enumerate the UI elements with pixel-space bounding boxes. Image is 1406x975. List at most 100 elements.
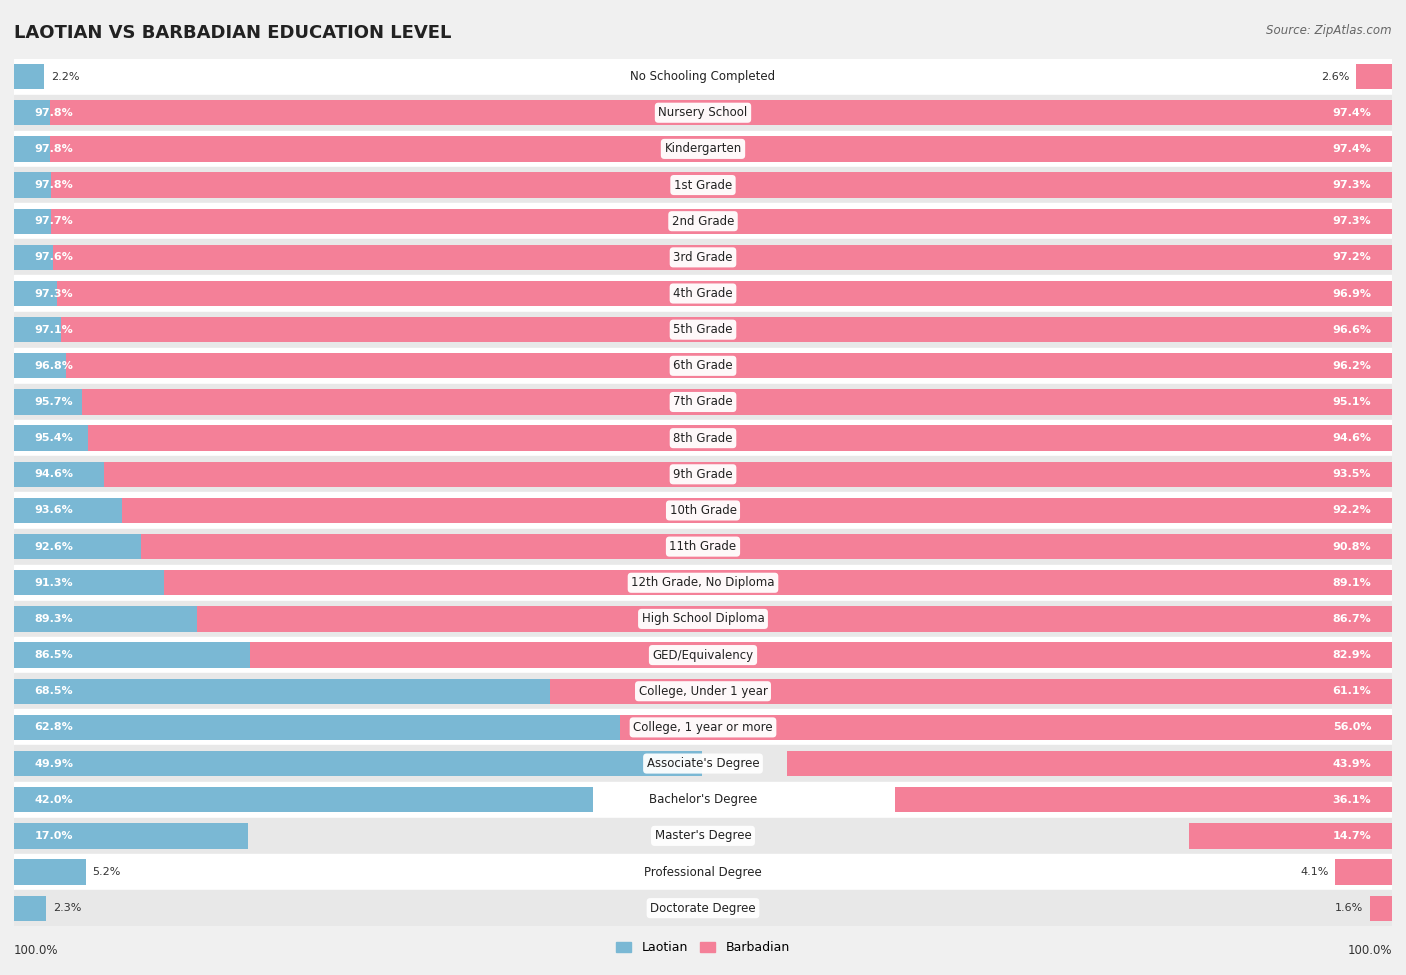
Text: 1st Grade: 1st Grade xyxy=(673,178,733,191)
Text: Nursery School: Nursery School xyxy=(658,106,748,119)
Bar xyxy=(14,317,1353,342)
Text: 91.3%: 91.3% xyxy=(35,578,73,588)
Bar xyxy=(51,209,1392,234)
Bar xyxy=(14,348,1392,384)
Bar xyxy=(250,643,1392,668)
Bar xyxy=(52,245,1392,270)
Text: 95.4%: 95.4% xyxy=(35,433,73,444)
Bar xyxy=(14,565,1392,601)
Bar xyxy=(14,570,1272,596)
Text: Master's Degree: Master's Degree xyxy=(655,830,751,842)
Text: 9th Grade: 9th Grade xyxy=(673,468,733,481)
Bar xyxy=(14,245,1358,270)
Text: 17.0%: 17.0% xyxy=(35,831,73,840)
Bar xyxy=(14,353,1348,378)
Bar xyxy=(14,601,1392,637)
Bar xyxy=(14,64,45,90)
Bar xyxy=(14,100,1361,126)
Text: 86.7%: 86.7% xyxy=(1333,614,1371,624)
Text: 95.1%: 95.1% xyxy=(1333,397,1371,407)
Text: 8th Grade: 8th Grade xyxy=(673,432,733,445)
Bar xyxy=(14,751,702,776)
Text: Source: ZipAtlas.com: Source: ZipAtlas.com xyxy=(1267,24,1392,37)
Text: 68.5%: 68.5% xyxy=(35,686,73,696)
Bar xyxy=(121,498,1392,524)
Text: 97.4%: 97.4% xyxy=(1333,144,1371,154)
Bar xyxy=(14,643,1206,668)
Bar xyxy=(14,384,1392,420)
Text: 97.8%: 97.8% xyxy=(35,144,73,154)
Bar xyxy=(14,275,1392,312)
Text: 97.8%: 97.8% xyxy=(35,180,73,190)
Bar xyxy=(49,100,1392,126)
Bar xyxy=(14,823,249,848)
Bar xyxy=(14,498,1303,524)
Text: 90.8%: 90.8% xyxy=(1333,541,1371,552)
Bar xyxy=(1369,895,1392,920)
Bar xyxy=(14,859,86,884)
Text: Bachelor's Degree: Bachelor's Degree xyxy=(650,794,756,806)
Text: 96.2%: 96.2% xyxy=(1333,361,1371,370)
Text: College, 1 year or more: College, 1 year or more xyxy=(633,721,773,734)
Text: 3rd Grade: 3rd Grade xyxy=(673,251,733,264)
Bar xyxy=(14,890,1392,926)
Text: College, Under 1 year: College, Under 1 year xyxy=(638,684,768,698)
Bar xyxy=(89,425,1392,450)
Bar xyxy=(14,95,1392,131)
Bar xyxy=(49,136,1392,162)
Bar xyxy=(14,239,1392,275)
Bar xyxy=(14,854,1392,890)
Text: GED/Equivalency: GED/Equivalency xyxy=(652,648,754,662)
Text: 11th Grade: 11th Grade xyxy=(669,540,737,553)
Text: 2.6%: 2.6% xyxy=(1320,71,1350,82)
Text: 93.5%: 93.5% xyxy=(1333,469,1371,480)
Bar xyxy=(14,209,1360,234)
Bar xyxy=(14,679,957,704)
Bar xyxy=(14,818,1392,854)
Bar xyxy=(14,461,1317,487)
Bar xyxy=(14,534,1289,560)
Bar xyxy=(1189,823,1392,848)
Text: 97.3%: 97.3% xyxy=(1333,216,1371,226)
Bar xyxy=(14,528,1392,565)
Text: Associate's Degree: Associate's Degree xyxy=(647,757,759,770)
Text: 97.7%: 97.7% xyxy=(35,216,73,226)
Text: 49.9%: 49.9% xyxy=(35,759,73,768)
Bar xyxy=(14,782,1392,818)
Text: 62.8%: 62.8% xyxy=(35,722,73,732)
Bar xyxy=(56,281,1392,306)
Text: 4.1%: 4.1% xyxy=(1301,867,1329,878)
Bar xyxy=(14,281,1355,306)
Bar xyxy=(14,746,1392,782)
Text: 2nd Grade: 2nd Grade xyxy=(672,214,734,228)
Text: 89.3%: 89.3% xyxy=(35,614,73,624)
Text: 36.1%: 36.1% xyxy=(1333,795,1371,804)
Bar xyxy=(14,167,1392,203)
Text: 43.9%: 43.9% xyxy=(1333,759,1371,768)
Bar xyxy=(14,895,46,920)
Text: 61.1%: 61.1% xyxy=(1333,686,1371,696)
Text: 5th Grade: 5th Grade xyxy=(673,323,733,336)
Text: 96.9%: 96.9% xyxy=(1333,289,1371,298)
Text: 97.2%: 97.2% xyxy=(1333,253,1371,262)
Text: 12th Grade, No Diploma: 12th Grade, No Diploma xyxy=(631,576,775,589)
Text: 97.3%: 97.3% xyxy=(1333,180,1371,190)
Bar xyxy=(14,420,1392,456)
Bar xyxy=(1357,64,1392,90)
Bar xyxy=(51,173,1392,198)
Bar xyxy=(620,715,1392,740)
Bar xyxy=(104,461,1392,487)
Bar xyxy=(14,492,1392,528)
Text: 82.9%: 82.9% xyxy=(1333,650,1371,660)
Bar xyxy=(894,787,1392,812)
Text: 97.3%: 97.3% xyxy=(35,289,73,298)
Bar xyxy=(14,312,1392,348)
Text: 100.0%: 100.0% xyxy=(14,945,59,957)
Bar xyxy=(14,637,1392,673)
Bar xyxy=(66,353,1392,378)
Text: No Schooling Completed: No Schooling Completed xyxy=(630,70,776,83)
Text: 94.6%: 94.6% xyxy=(35,469,73,480)
Text: 89.1%: 89.1% xyxy=(1333,578,1371,588)
Bar xyxy=(14,715,879,740)
Text: 93.6%: 93.6% xyxy=(35,505,73,516)
